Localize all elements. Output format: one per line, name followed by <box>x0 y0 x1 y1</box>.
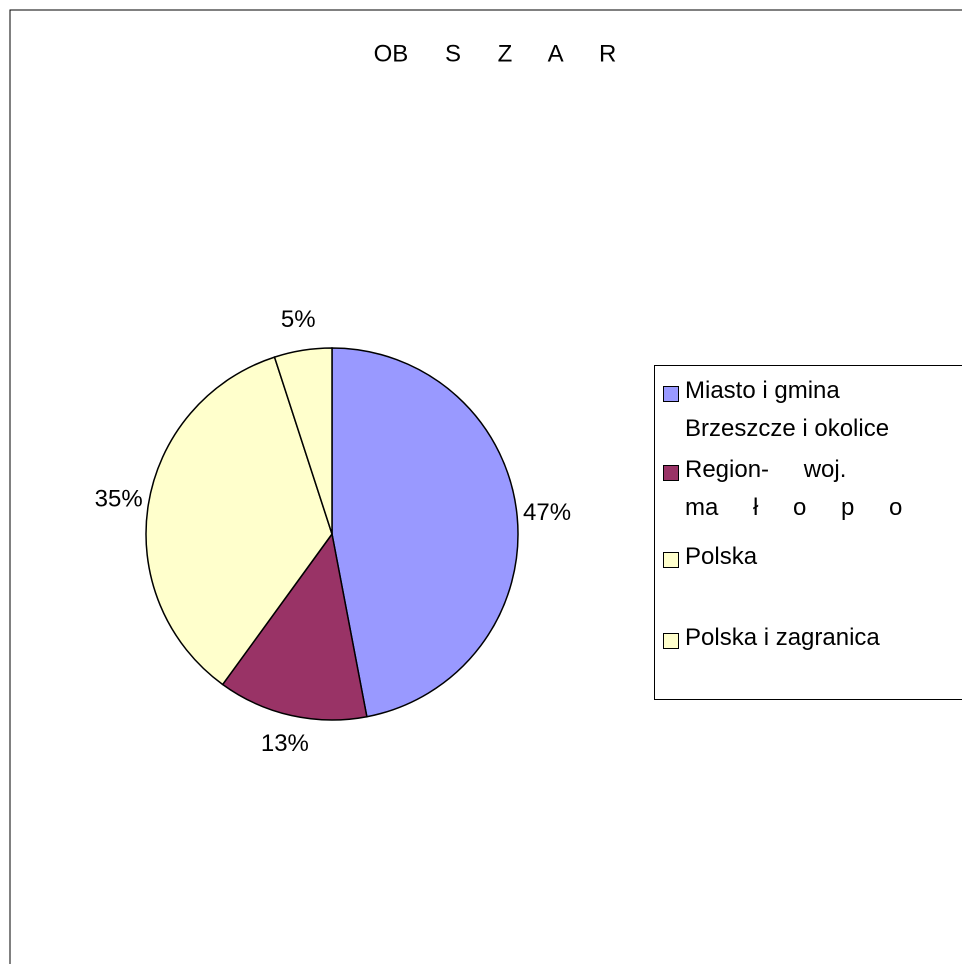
pie-slice <box>145 356 333 686</box>
legend-swatch <box>663 633 679 649</box>
legend-swatch <box>663 386 679 402</box>
legend-swatch <box>663 465 679 481</box>
data-label: 5% <box>281 306 316 333</box>
legend-label: Polska <box>685 543 758 570</box>
pie-slice <box>273 347 333 535</box>
legend-swatch <box>663 552 679 568</box>
data-label: 47% <box>523 499 571 526</box>
legend-label: Region- woj. ma ł o p o <box>685 456 903 521</box>
legend-label: Polska i zagranica <box>685 624 880 651</box>
data-label: 13% <box>261 730 309 757</box>
pie-slice <box>221 532 368 721</box>
legend: Miasto i gmina Brzeszcze i okolice Region… <box>654 365 962 700</box>
legend-label: Miasto i gmina Brzeszcze i okolice <box>685 377 890 442</box>
pie-slice <box>331 347 519 718</box>
data-label: 35% <box>95 486 143 513</box>
chart-title: OB S Z A R <box>374 40 617 67</box>
chart-border <box>9 9 962 964</box>
